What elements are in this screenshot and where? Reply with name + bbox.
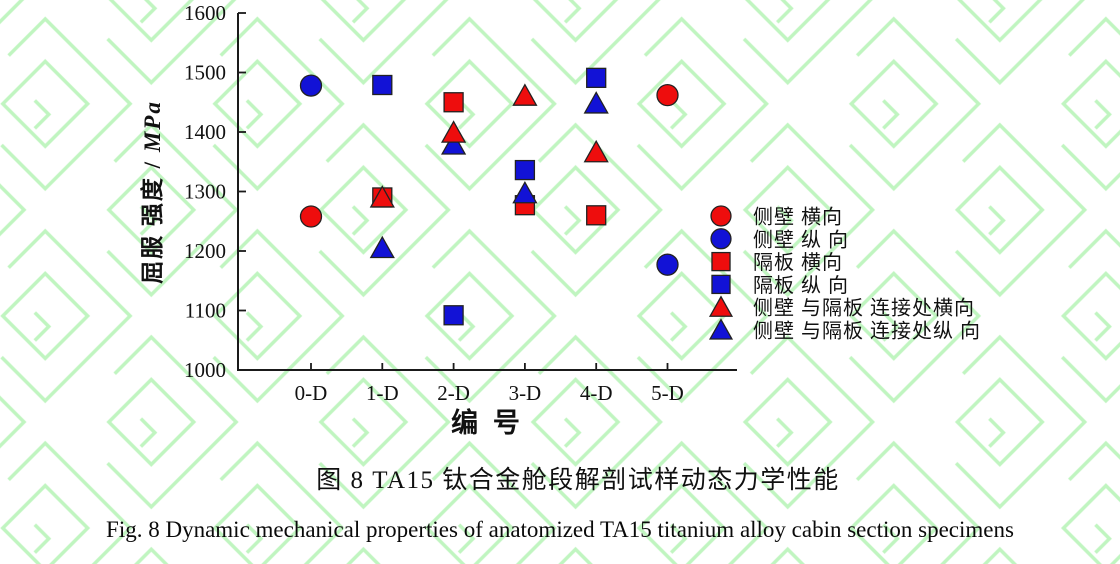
data-point-circle [656, 83, 679, 107]
x-tick-label: 5-D [651, 381, 684, 405]
axis-lines [237, 13, 737, 371]
legend-label: 侧壁 与隔板 连接处纵 向 [753, 320, 981, 343]
data-point-square [443, 305, 464, 326]
y-tick-label: 1400 [184, 120, 226, 144]
y-tick-label: 1200 [184, 239, 226, 263]
scatter-chart: 1600 1500 1400 1300 1200 1100 1000 0-D 1-D 2-D 3-D… [184, 1, 981, 438]
legend-marker [711, 251, 731, 272]
data-point-square [514, 159, 536, 181]
x-tick-label: 4-D [580, 381, 613, 405]
data-point-triangle [583, 139, 609, 163]
legend-marker [710, 228, 732, 250]
y-axis-title: 屈服 强度 / MPa [133, 100, 167, 284]
data-point-triangle [583, 91, 609, 114]
legend-label: 隔板 纵 向 [753, 274, 849, 297]
data-point-square [443, 92, 464, 113]
y-tick-label: 1600 [184, 1, 226, 25]
legend-label: 侧壁 横向 [753, 206, 843, 229]
legend-marker [708, 295, 734, 317]
legend-label: 隔板 横向 [753, 251, 843, 274]
data-point-square [586, 67, 607, 89]
data-point-triangle [512, 180, 538, 204]
y-axis-title-separator: / [140, 152, 165, 177]
legend-marker [708, 318, 734, 340]
x-tick-label: 0-D [295, 381, 328, 405]
y-tick-label: 1100 [185, 299, 226, 323]
x-axis-title: 编 号 [451, 407, 524, 438]
data-point-circle [299, 205, 323, 228]
data-point-square [372, 74, 393, 96]
y-tick-label: 1000 [184, 358, 226, 382]
x-tick-label: 1-D [366, 381, 399, 405]
legend-marker [711, 274, 731, 295]
y-tick-label: 1300 [184, 180, 226, 204]
legend-label: 侧壁 与隔板 连接处横向 [753, 297, 975, 320]
data-point-triangle [369, 235, 395, 259]
data-point-circle [299, 74, 323, 97]
data-point-triangle [512, 83, 538, 106]
x-tick-label: 2-D [437, 381, 470, 405]
legend-label: 侧壁 纵 向 [753, 228, 849, 251]
legend-marker [710, 205, 732, 227]
caption-chinese: 图 8 TA15 钛合金舱段解剖试样动态力学性能 [316, 467, 840, 494]
caption-english: Fig. 8 Dynamic mechanical properties of … [106, 517, 1014, 542]
data-point-circle [656, 253, 679, 276]
y-tick-label: 1500 [184, 61, 226, 85]
y-axis-title-unit: MPa [140, 100, 165, 153]
data-point-triangle [440, 120, 467, 143]
data-point-square [586, 205, 607, 226]
y-axis-title-text: 屈服 强度 [140, 176, 165, 284]
x-tick-label: 3-D [509, 381, 542, 405]
